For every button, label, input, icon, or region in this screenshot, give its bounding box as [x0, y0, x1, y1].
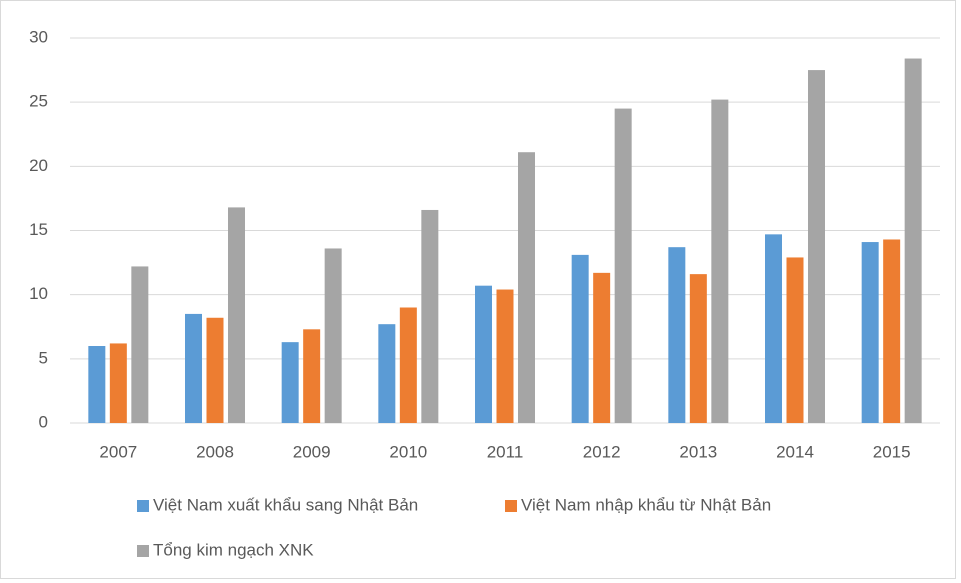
legend-label: Việt Nam nhập khẩu từ Nhật Bản	[521, 495, 771, 514]
bar	[808, 70, 825, 423]
x-tick-label: 2007	[99, 442, 137, 461]
legend-label: Việt Nam xuất khẩu sang Nhật Bản	[153, 495, 418, 514]
bar	[131, 266, 149, 423]
x-tick-label: 2013	[679, 442, 717, 461]
y-tick-label: 15	[29, 220, 48, 239]
bar	[593, 272, 611, 423]
bar	[475, 285, 492, 423]
bar	[786, 257, 804, 423]
bar	[518, 152, 535, 423]
legend-swatch	[505, 500, 517, 512]
bar	[883, 239, 901, 423]
bar	[206, 317, 224, 423]
bar	[185, 313, 202, 423]
x-tick-label: 2015	[873, 442, 911, 461]
bar	[711, 99, 729, 423]
legend-swatch	[137, 500, 149, 512]
bar	[324, 248, 342, 423]
bar	[421, 209, 439, 423]
bar	[614, 108, 632, 423]
bar	[109, 343, 127, 423]
bar	[689, 274, 707, 423]
y-tick-label: 5	[39, 348, 48, 367]
x-tick-label: 2010	[389, 442, 427, 461]
bar	[904, 58, 922, 424]
bar	[496, 289, 514, 423]
x-tick-label: 2009	[293, 442, 331, 461]
legend-swatch	[137, 545, 149, 557]
x-tick-label: 2011	[487, 442, 524, 461]
x-tick-label: 2012	[583, 442, 621, 461]
x-tick-label: 2008	[196, 442, 234, 461]
y-tick-label: 20	[29, 156, 48, 175]
bar	[228, 207, 245, 423]
bar	[88, 346, 106, 423]
bar	[668, 247, 686, 423]
bar	[861, 242, 879, 423]
y-tick-label: 30	[29, 27, 48, 46]
legend-label: Tổng kim ngạch XNK	[153, 540, 314, 559]
bar	[303, 329, 321, 423]
y-tick-label: 0	[39, 412, 48, 431]
bar	[378, 324, 396, 423]
bar	[765, 234, 782, 423]
bar	[571, 254, 589, 423]
bar	[399, 307, 417, 423]
y-tick-label: 25	[29, 92, 48, 111]
y-tick-label: 10	[29, 284, 48, 303]
bar	[281, 342, 299, 423]
x-tick-label: 2014	[776, 442, 814, 461]
